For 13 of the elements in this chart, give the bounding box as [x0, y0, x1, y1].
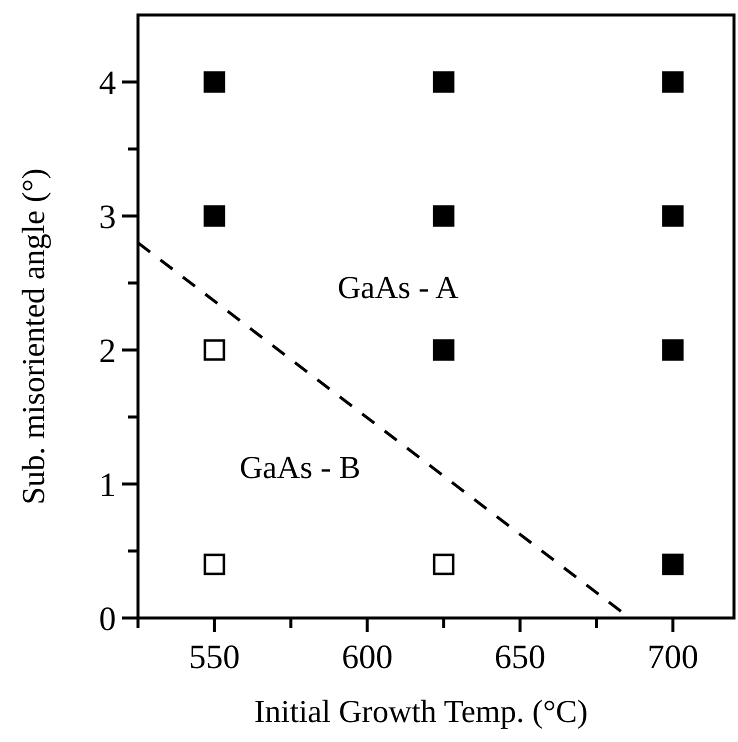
- annotation: GaAs - B: [240, 449, 360, 486]
- y-axis-title: Sub. misoriented angle (°): [15, 168, 51, 505]
- x-tick-label: 600: [342, 639, 393, 676]
- x-axis-title: Initial Growth Temp. (°C): [254, 693, 588, 729]
- y-tick-label: 1: [99, 466, 116, 504]
- annotation: GaAs - A: [338, 269, 458, 306]
- y-tick-label: 3: [99, 198, 116, 236]
- y-tick-label: 4: [99, 64, 116, 102]
- x-tick-label: 700: [647, 639, 698, 676]
- y-tick-label: 0: [99, 600, 116, 638]
- y-tick-label: 2: [99, 332, 116, 370]
- x-tick-label: 550: [188, 639, 240, 676]
- x-tick-label: 650: [494, 639, 546, 676]
